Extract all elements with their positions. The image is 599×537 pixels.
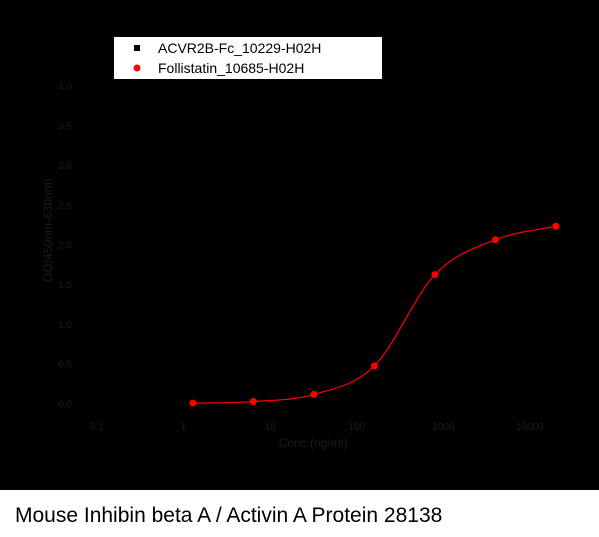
y-tick-label: 0.0 <box>58 399 72 410</box>
y-tick-label: 2.5 <box>58 201 72 212</box>
legend-marker <box>133 64 141 72</box>
x-tick-label: 10 <box>265 422 277 433</box>
legend-label: Follistatin_10685-H02H <box>158 60 304 76</box>
x-tick-label: 1 <box>181 422 187 433</box>
y-tick-label: 1.0 <box>58 320 72 331</box>
data-point <box>370 362 378 370</box>
y-tick-label: 3.5 <box>58 122 72 133</box>
caption: Mouse Inhibin beta A / Activin A Protein… <box>15 504 442 527</box>
data-point <box>249 398 257 406</box>
x-tick-label: 0.1 <box>90 422 104 433</box>
x-axis-label: Conc.(ng/ml) <box>279 436 348 450</box>
x-tick-label: 100 <box>348 422 365 433</box>
y-tick-label: 3.0 <box>58 161 72 172</box>
legend-box <box>114 37 382 79</box>
y-tick-label: 4.0 <box>58 82 72 93</box>
y-tick-label: 1.5 <box>58 280 72 291</box>
y-axis-label: OD(450nm-630nm) <box>41 178 55 281</box>
legend-label: ACVR2B-Fc_10229-H02H <box>158 40 321 56</box>
data-point <box>310 390 318 398</box>
y-tick-label: 2.0 <box>58 241 72 252</box>
x-tick-label: 1000 <box>432 422 455 433</box>
data-point <box>552 222 560 230</box>
data-point <box>491 236 499 244</box>
x-tick-label: 10000 <box>516 422 544 433</box>
data-point <box>431 271 439 279</box>
data-point <box>189 399 197 407</box>
chart-background <box>0 0 599 490</box>
legend-marker <box>134 45 140 51</box>
y-tick-label: 0.5 <box>58 359 72 370</box>
